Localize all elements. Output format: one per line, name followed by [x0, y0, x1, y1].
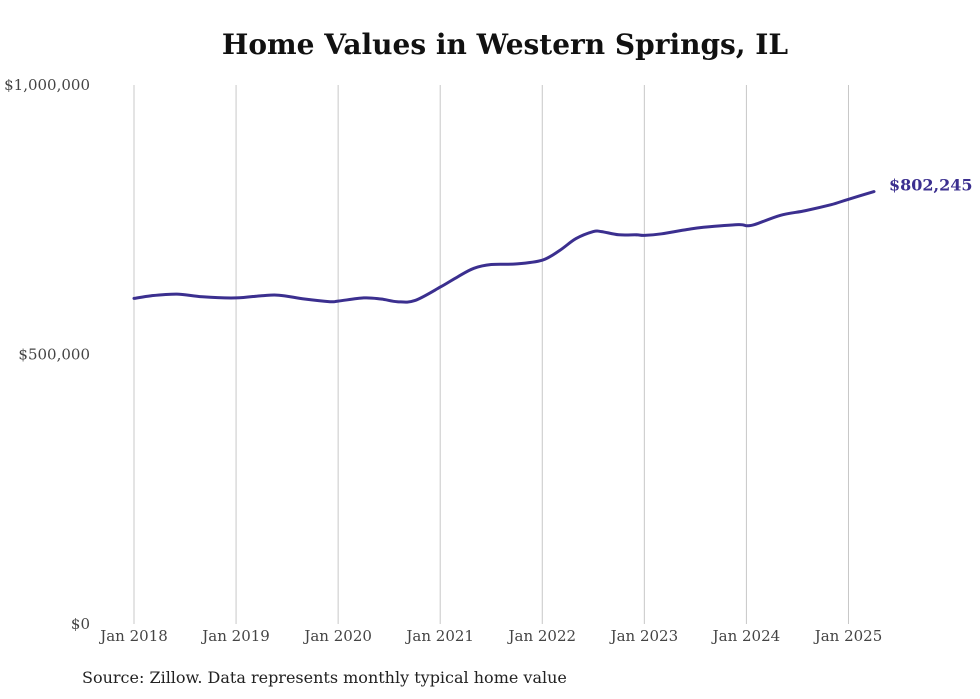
x-tick-label-0: Jan 2018	[98, 627, 168, 645]
x-tick-label-4: Jan 2022	[506, 627, 576, 645]
series-group	[132, 190, 876, 304]
x-tick-label-3: Jan 2021	[404, 627, 474, 645]
source-note: Source: Zillow. Data represents monthly …	[82, 668, 567, 687]
grid-lines	[133, 85, 849, 624]
line-chart: $0$500,000$1,000,000 Jan 2018 Jan 2019 Jan…	[4, 76, 973, 645]
x-tick-label-1: Jan 2019	[200, 627, 270, 645]
series-line-0	[132, 190, 876, 304]
end-value-label-group: $802,245	[889, 176, 973, 195]
y-tick-label-2: $1,000,000	[4, 76, 90, 94]
y-tick-label-1: $500,000	[18, 346, 90, 364]
end-value-label: $802,245	[889, 176, 973, 195]
x-tick-label-5: Jan 2023	[609, 627, 679, 645]
y-tick-label-0: $0	[71, 615, 90, 633]
x-axis-ticks: Jan 2018 Jan 2019 Jan 2020 Jan 2021 Jan 2022…	[98, 627, 882, 645]
x-tick-label-7: Jan 2025	[813, 627, 883, 645]
y-axis-ticks: $0 $500,000 $1,000,000	[4, 76, 90, 633]
x-tick-label-2: Jan 2020	[302, 627, 372, 645]
chart-title: Home Values in Western Springs, IL	[221, 28, 789, 61]
x-tick-label-6: Jan 2024	[711, 627, 781, 645]
